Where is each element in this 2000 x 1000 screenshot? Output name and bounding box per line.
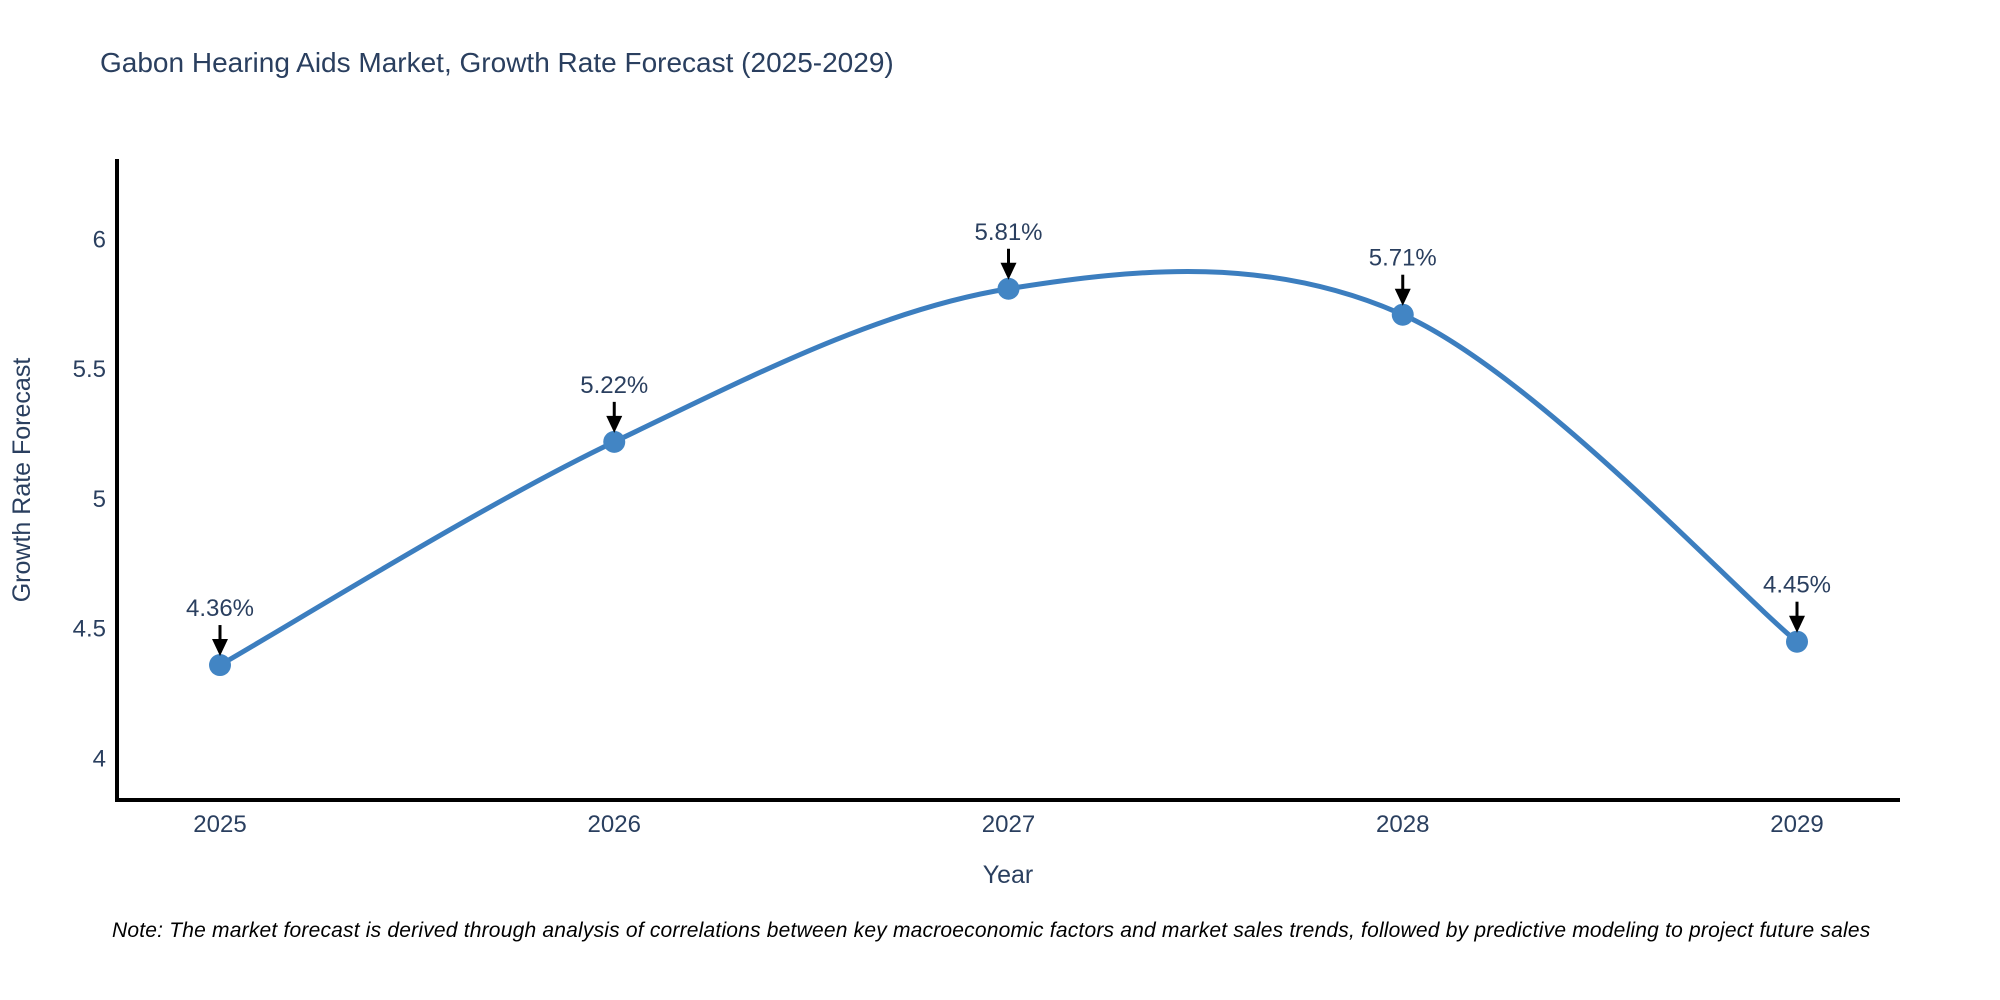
data-point-label: 4.36% [186, 595, 254, 622]
data-point-label: 4.45% [1763, 572, 1831, 599]
data-point-marker [209, 654, 231, 677]
x-axis-title: Year [983, 861, 1034, 889]
y-tick-label: 4 [93, 745, 106, 772]
data-point-marker [1786, 630, 1808, 653]
x-tick-label: 2029 [1770, 811, 1823, 838]
y-tick-label: 4.5 [73, 616, 106, 643]
x-tick-label: 2026 [588, 811, 641, 838]
y-tick-label: 6 [93, 226, 106, 253]
y-tick-label: 5.5 [73, 356, 106, 383]
annotation-arrowhead-icon [1394, 288, 1411, 306]
y-tick-label: 5 [93, 486, 106, 513]
trend-line [217, 269, 1800, 668]
chart-title: Gabon Hearing Aids Market, Growth Rate F… [100, 47, 894, 78]
annotation-arrowhead-icon [1000, 262, 1017, 280]
data-point-label: 5.22% [580, 372, 648, 399]
x-tick-label: 2027 [982, 811, 1035, 838]
annotation-arrowhead-icon [1789, 615, 1805, 633]
data-point-marker [997, 277, 1020, 300]
annotation-arrowhead-icon [212, 639, 228, 657]
y-axis-title: Growth Rate Forecast [8, 358, 36, 603]
data-point-label: 5.71% [1369, 245, 1437, 272]
data-point-label: 5.81% [974, 219, 1042, 246]
axis-lines [115, 159, 1900, 802]
data-point-marker [603, 430, 626, 453]
plot-generated-content: 4 4.5 5 5.5 6 2025 2026 2027 2028 2029 4.36% 5.22% 5… [73, 159, 1900, 838]
x-tick-label: 2025 [193, 811, 246, 838]
annotation-arrowhead-icon [606, 415, 623, 433]
x-tick-label: 2028 [1376, 811, 1429, 838]
footnote: Note: The market forecast is derived thr… [112, 919, 1871, 942]
data-point-marker [1391, 303, 1414, 326]
